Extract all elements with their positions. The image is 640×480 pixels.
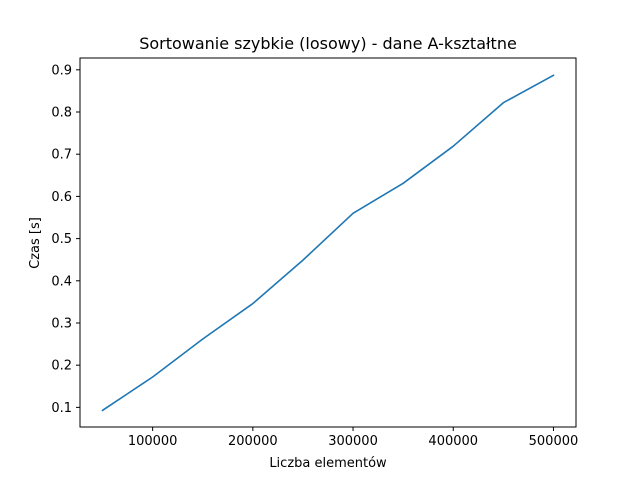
plot-area bbox=[80, 58, 576, 427]
y-tick-label: 0.1 bbox=[51, 401, 72, 416]
data-point bbox=[102, 410, 104, 412]
x-tick-label: 200000 bbox=[228, 434, 278, 449]
data-point bbox=[503, 102, 505, 104]
y-tick-label: 0.3 bbox=[51, 316, 72, 331]
data-point bbox=[202, 338, 204, 340]
y-tick-label: 0.5 bbox=[51, 232, 72, 247]
data-point bbox=[402, 183, 404, 185]
y-axis-title: Czas [s] bbox=[28, 217, 43, 269]
data-point bbox=[553, 75, 555, 77]
y-tick-label: 0.6 bbox=[51, 190, 72, 205]
y-tick-label: 0.7 bbox=[51, 148, 72, 163]
y-tick-label: 0.9 bbox=[51, 63, 72, 78]
chart-title: Sortowanie szybkie (losowy) - dane A-ksz… bbox=[139, 34, 517, 53]
x-tick-label: 100000 bbox=[128, 434, 178, 449]
data-point bbox=[352, 212, 354, 214]
x-tick-label: 300000 bbox=[328, 434, 378, 449]
data-point bbox=[452, 145, 454, 147]
x-tick-label: 500000 bbox=[529, 434, 579, 449]
plot-frame bbox=[79, 57, 577, 428]
x-axis-title: Liczba elementów bbox=[269, 456, 387, 471]
series-layer bbox=[101, 74, 555, 412]
y-tick-label: 0.4 bbox=[51, 274, 72, 289]
y-tick-label: 0.8 bbox=[51, 106, 72, 121]
y-tick-label: 0.2 bbox=[51, 359, 72, 374]
data-point bbox=[252, 303, 254, 305]
data-point bbox=[302, 259, 304, 261]
x-tick-label: 400000 bbox=[428, 434, 478, 449]
series-line bbox=[101, 74, 555, 412]
ticks-layer: 100000 200000 300000 400000 500000 0.1 0.2 0.3 0… bbox=[51, 63, 578, 449]
data-point bbox=[152, 376, 154, 378]
